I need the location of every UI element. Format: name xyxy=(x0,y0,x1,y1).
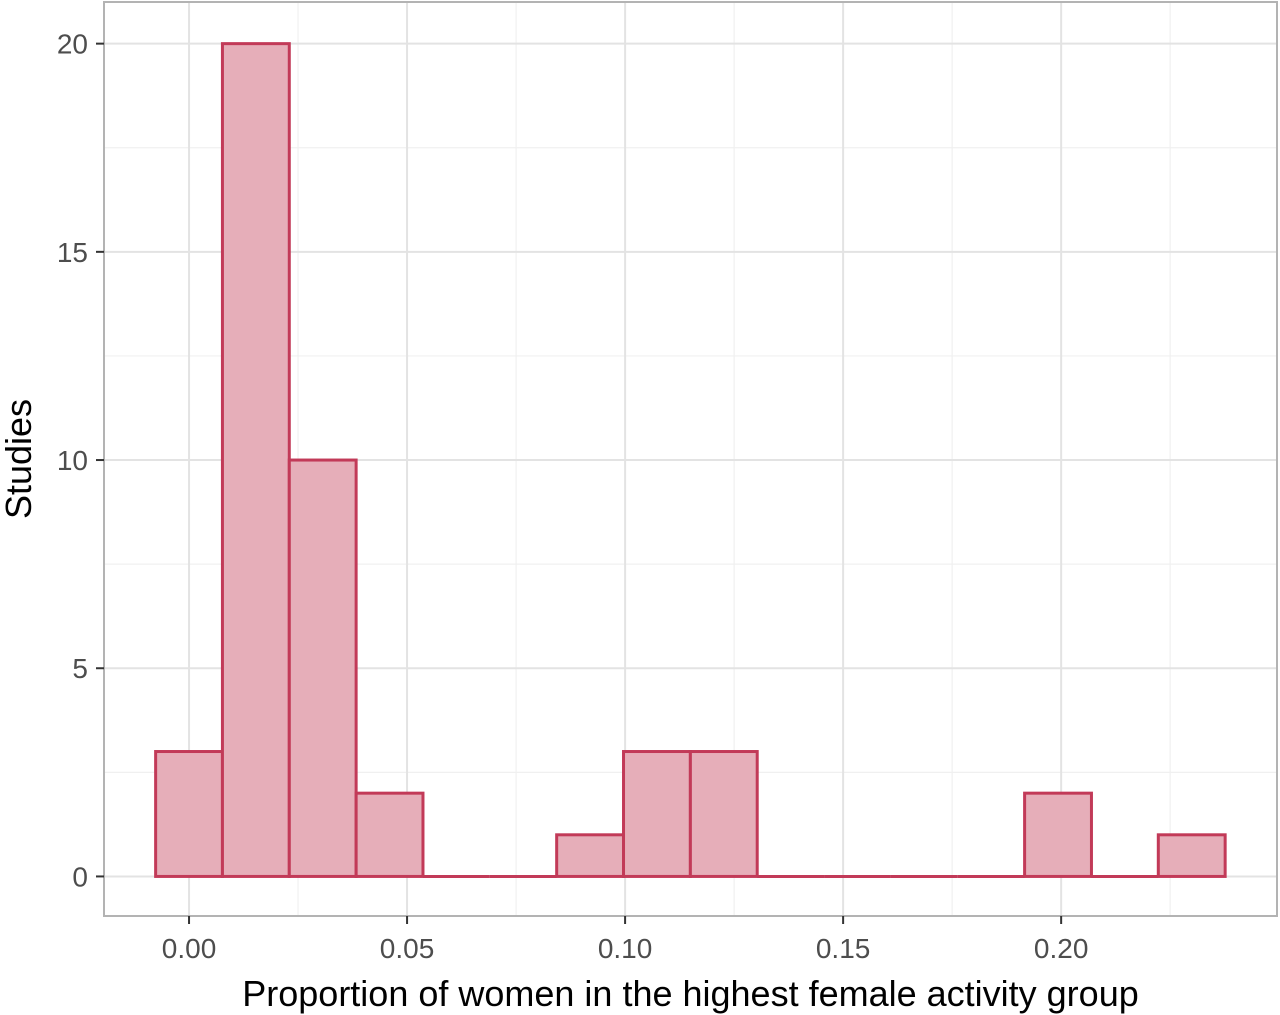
x-tick-label: 0.00 xyxy=(162,933,217,964)
histogram-bar xyxy=(622,750,692,878)
x-axis-ticks: 0.00 0.05 0.10 0.15 0.20 xyxy=(162,916,1089,964)
y-tick-label: 10 xyxy=(57,445,88,476)
x-tick-label: 0.15 xyxy=(816,933,871,964)
histogram-bar xyxy=(555,833,626,878)
histogram-bars xyxy=(154,42,1227,878)
panel-border xyxy=(103,1,1278,917)
y-tick-label: 20 xyxy=(57,29,88,60)
x-tick-label: 0.10 xyxy=(598,933,653,964)
histogram-bar xyxy=(220,42,291,878)
x-tick-label: 0.05 xyxy=(380,933,435,964)
histogram-bar xyxy=(1023,791,1093,878)
x-tick-label: 0.20 xyxy=(1034,933,1089,964)
y-tick-label: 5 xyxy=(72,653,88,684)
histogram-bar xyxy=(1156,833,1227,878)
histogram-bar xyxy=(688,750,759,878)
major-grid xyxy=(104,2,1277,916)
y-tick-label: 0 xyxy=(72,861,88,892)
x-axis-title: Proportion of women in the highest femal… xyxy=(242,973,1138,1014)
histogram-bar xyxy=(287,458,358,878)
y-axis-ticks: 0 5 10 15 20 xyxy=(57,29,104,892)
y-axis-title: Studies xyxy=(0,399,39,519)
y-tick-label: 15 xyxy=(57,237,88,268)
histogram-bar xyxy=(354,791,425,878)
histogram-bar xyxy=(154,750,224,878)
